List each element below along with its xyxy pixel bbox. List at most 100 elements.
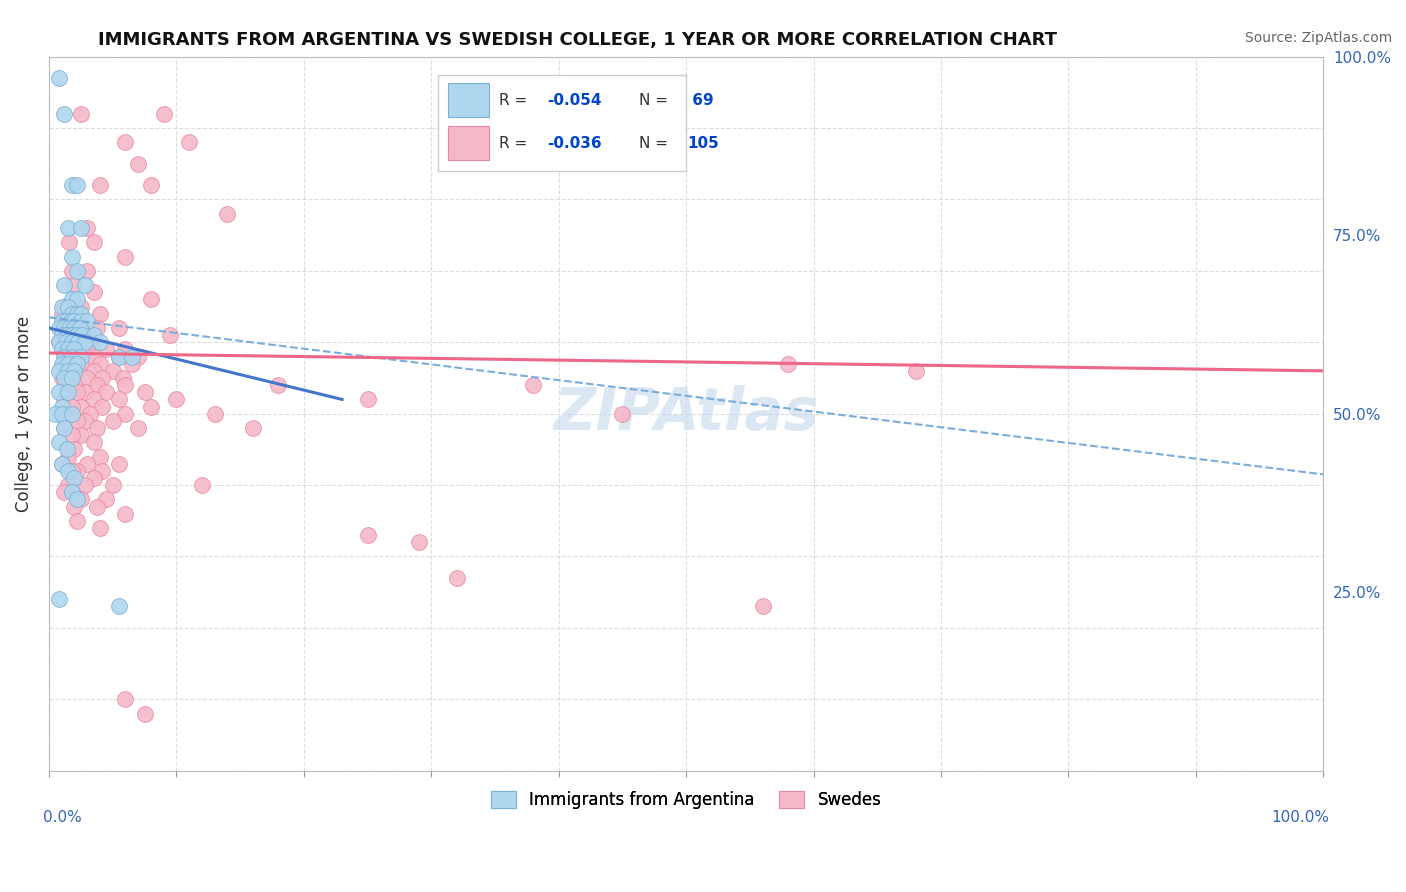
FancyBboxPatch shape xyxy=(449,83,489,118)
Point xyxy=(76,221,98,235)
Point xyxy=(83,285,105,300)
Point xyxy=(51,400,73,414)
Text: -0.054: -0.054 xyxy=(547,93,602,108)
Text: IMMIGRANTS FROM ARGENTINA VS SWEDISH COLLEGE, 1 YEAR OR MORE CORRELATION CHART: IMMIGRANTS FROM ARGENTINA VS SWEDISH COL… xyxy=(98,31,1057,49)
Point xyxy=(66,414,89,428)
Text: Source: ZipAtlas.com: Source: ZipAtlas.com xyxy=(1244,31,1392,45)
Point xyxy=(48,435,70,450)
Point xyxy=(76,314,98,328)
Point xyxy=(60,428,83,442)
Point xyxy=(101,478,124,492)
Point xyxy=(108,350,131,364)
Point xyxy=(66,293,89,307)
Legend: Immigrants from Argentina, Swedes: Immigrants from Argentina, Swedes xyxy=(484,784,889,816)
Point xyxy=(56,464,79,478)
Point xyxy=(83,435,105,450)
Point xyxy=(76,457,98,471)
Point xyxy=(51,314,73,328)
Point xyxy=(778,357,800,371)
Point xyxy=(58,235,80,250)
Point xyxy=(242,421,264,435)
Point xyxy=(60,400,83,414)
Point xyxy=(114,136,136,150)
Point xyxy=(53,278,76,293)
Point xyxy=(73,385,96,400)
Point xyxy=(751,599,773,614)
Point xyxy=(127,350,149,364)
Point xyxy=(89,521,111,535)
Point xyxy=(60,178,83,193)
Point xyxy=(191,478,214,492)
Point xyxy=(51,457,73,471)
Point xyxy=(79,407,101,421)
Point xyxy=(53,485,76,500)
Point xyxy=(60,335,83,350)
Point xyxy=(56,450,79,464)
Point xyxy=(60,407,83,421)
Point xyxy=(53,107,76,121)
Point xyxy=(56,357,79,371)
Point xyxy=(48,592,70,607)
Y-axis label: College, 1 year or more: College, 1 year or more xyxy=(15,316,32,512)
Point xyxy=(114,507,136,521)
Point xyxy=(63,471,86,485)
Point xyxy=(56,343,79,357)
Point xyxy=(89,178,111,193)
Point xyxy=(76,371,98,385)
Point xyxy=(56,328,79,343)
Point xyxy=(56,378,79,392)
Point xyxy=(83,328,105,343)
Point xyxy=(83,235,105,250)
Point xyxy=(69,307,91,321)
Point xyxy=(66,514,89,528)
Point xyxy=(159,328,181,343)
Point xyxy=(63,500,86,514)
Point xyxy=(204,407,226,421)
Point xyxy=(69,357,91,371)
Point xyxy=(73,335,96,350)
Text: R =: R = xyxy=(499,93,527,108)
Point xyxy=(60,307,83,321)
Point xyxy=(66,357,89,371)
Point xyxy=(89,335,111,350)
Point xyxy=(108,457,131,471)
Point xyxy=(60,371,83,385)
Text: N =: N = xyxy=(638,93,668,108)
Point xyxy=(86,421,108,435)
Point xyxy=(83,471,105,485)
Point xyxy=(108,321,131,335)
Point xyxy=(69,350,91,364)
Point xyxy=(91,371,114,385)
Point xyxy=(91,464,114,478)
Point xyxy=(67,335,90,350)
Point xyxy=(60,335,83,350)
Point xyxy=(44,407,66,421)
Point xyxy=(60,485,83,500)
Point xyxy=(69,300,91,314)
Point xyxy=(63,314,86,328)
Point xyxy=(53,421,76,435)
Point xyxy=(96,385,118,400)
Point xyxy=(53,371,76,385)
Point xyxy=(59,314,82,328)
Point xyxy=(66,178,89,193)
Point xyxy=(86,321,108,335)
Point xyxy=(114,250,136,264)
Point xyxy=(56,300,79,314)
Point xyxy=(76,343,98,357)
Point xyxy=(53,300,76,314)
Text: 105: 105 xyxy=(688,136,718,151)
Point xyxy=(612,407,634,421)
Point xyxy=(58,321,80,335)
Point xyxy=(51,343,73,357)
Point xyxy=(56,407,79,421)
Point xyxy=(53,328,76,343)
Point xyxy=(139,178,162,193)
FancyBboxPatch shape xyxy=(437,75,686,171)
Point xyxy=(53,392,76,407)
Point xyxy=(83,392,105,407)
Point xyxy=(121,357,143,371)
Point xyxy=(53,321,76,335)
Point xyxy=(217,207,239,221)
Point xyxy=(108,392,131,407)
